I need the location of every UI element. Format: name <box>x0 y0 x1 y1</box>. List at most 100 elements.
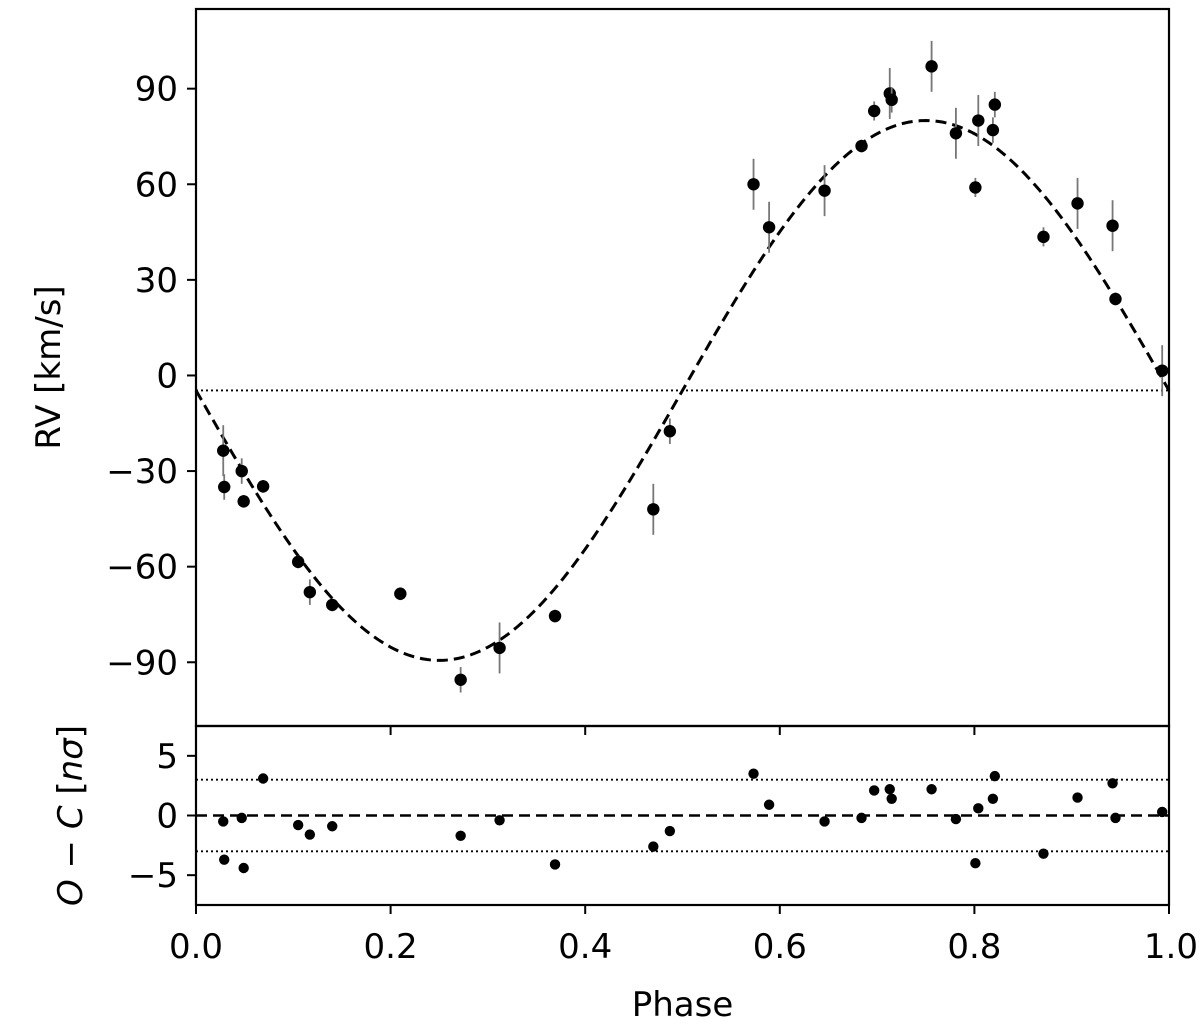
rv-marker <box>762 221 776 234</box>
residual-marker <box>1072 792 1083 803</box>
phase-x-tick-label: 0.0 <box>169 927 223 967</box>
rv-marker <box>949 127 963 140</box>
rv-point <box>986 117 1000 143</box>
rv-marker <box>326 598 339 612</box>
phase-x-tick-label: 1.0 <box>1144 927 1198 967</box>
rv-point <box>818 165 831 217</box>
residual-marker <box>973 803 984 814</box>
residual-marker <box>989 770 1001 782</box>
residual-data-points <box>218 768 1168 874</box>
rv-marker <box>493 641 506 655</box>
residual-panel: −5 0 5 0.0 0.2 0.4 0.6 0.8 1.0 O − C [nσ] Phase <box>51 724 1198 1025</box>
rv-marker <box>303 585 317 599</box>
rv-point <box>235 458 248 484</box>
rv-point <box>291 555 305 569</box>
residual-marker <box>648 841 659 852</box>
rv-point <box>1071 177 1084 229</box>
residual-marker <box>219 854 230 865</box>
rv-marker <box>818 184 831 197</box>
residual-marker <box>1107 778 1118 789</box>
rv-marker <box>925 60 938 73</box>
residual-marker <box>970 858 981 869</box>
rv-marker <box>1037 230 1050 244</box>
rv-y-tick-label: 30 <box>135 261 178 301</box>
rv-point <box>326 598 339 612</box>
keplerian-model-dashed-curve <box>194 119 1171 662</box>
rv-point <box>747 158 760 210</box>
rv-marker <box>291 555 305 569</box>
rv-marker <box>986 123 1000 137</box>
phase-x-tick-label: 0.6 <box>753 927 807 967</box>
residual-x-ticks: 0.0 0.2 0.4 0.6 0.8 1.0 <box>169 905 1198 967</box>
rv-point <box>218 474 231 500</box>
rv-point <box>762 201 776 253</box>
rv-marker <box>1071 197 1084 210</box>
residual-marker <box>950 813 962 825</box>
residual-reference-lines <box>196 778 1169 853</box>
residual-marker <box>494 815 505 826</box>
residual-marker <box>987 793 999 804</box>
rv-marker <box>855 139 868 153</box>
phase-x-tick-label: 0.2 <box>364 927 418 967</box>
rv-point <box>647 483 660 535</box>
residual-y-axis-label: O − C [nσ] <box>51 725 91 906</box>
residual-marker <box>549 859 561 870</box>
rv-y-tick-label: 90 <box>135 70 178 110</box>
rv-marker <box>1106 219 1119 232</box>
rv-point <box>256 479 270 493</box>
rv-point <box>663 418 677 444</box>
residual-marker <box>236 812 247 824</box>
rv-point <box>949 107 963 159</box>
rv-point <box>972 95 985 147</box>
residual-marker <box>763 799 775 810</box>
rv-point <box>883 67 896 119</box>
rv-point <box>988 91 1002 118</box>
rv-marker <box>988 98 1002 111</box>
rv-x-ticks <box>195 726 1170 735</box>
rv-marker <box>237 495 250 508</box>
rv-point <box>1106 200 1119 252</box>
rv-marker <box>663 425 677 438</box>
rv-marker <box>217 444 230 457</box>
rv-marker <box>647 503 660 516</box>
residual-y-ticks: −5 0 5 <box>128 737 196 896</box>
rv-y-ticks: −90 −60 −30 0 30 60 90 <box>106 70 196 683</box>
rv-y-axis-label: RV [km/s] <box>29 285 69 449</box>
rv-marker <box>867 104 881 118</box>
residual-marker <box>1038 848 1049 859</box>
rv-data-points <box>217 40 1169 693</box>
rv-point <box>867 101 881 121</box>
rv-point <box>394 587 407 601</box>
rv-point <box>303 579 317 605</box>
rv-point <box>1037 227 1050 247</box>
rv-point <box>548 609 562 623</box>
rv-point <box>493 622 506 674</box>
rv-point <box>454 667 467 693</box>
rv-panel: −90 −60 −30 0 30 60 90 RV [km/s] <box>29 7 1171 735</box>
rv-point <box>925 40 938 92</box>
rv-point <box>969 177 982 198</box>
rv-marker <box>256 480 270 493</box>
rv-panel-frame <box>194 7 1171 728</box>
residual-marker <box>926 784 937 795</box>
residual-marker <box>886 793 897 804</box>
rv-marker <box>235 464 248 478</box>
rv-point <box>855 139 868 153</box>
residual-marker <box>748 768 759 779</box>
rv-y-tick-label: −90 <box>106 643 178 683</box>
residual-marker <box>1156 806 1168 818</box>
rv-marker <box>548 609 562 623</box>
rv-point <box>1109 292 1122 306</box>
rv-marker <box>454 673 467 686</box>
phase-x-tick-label: 0.4 <box>558 927 612 967</box>
residual-marker <box>257 773 269 784</box>
rv-marker <box>1155 364 1169 377</box>
rv-y-tick-label: −60 <box>106 548 178 588</box>
residual-marker <box>218 816 229 827</box>
residual-marker <box>292 819 304 831</box>
rv-marker <box>969 181 982 194</box>
residual-marker <box>1110 812 1121 824</box>
residual-marker <box>819 816 830 827</box>
phase-x-axis-label: Phase <box>632 985 734 1025</box>
